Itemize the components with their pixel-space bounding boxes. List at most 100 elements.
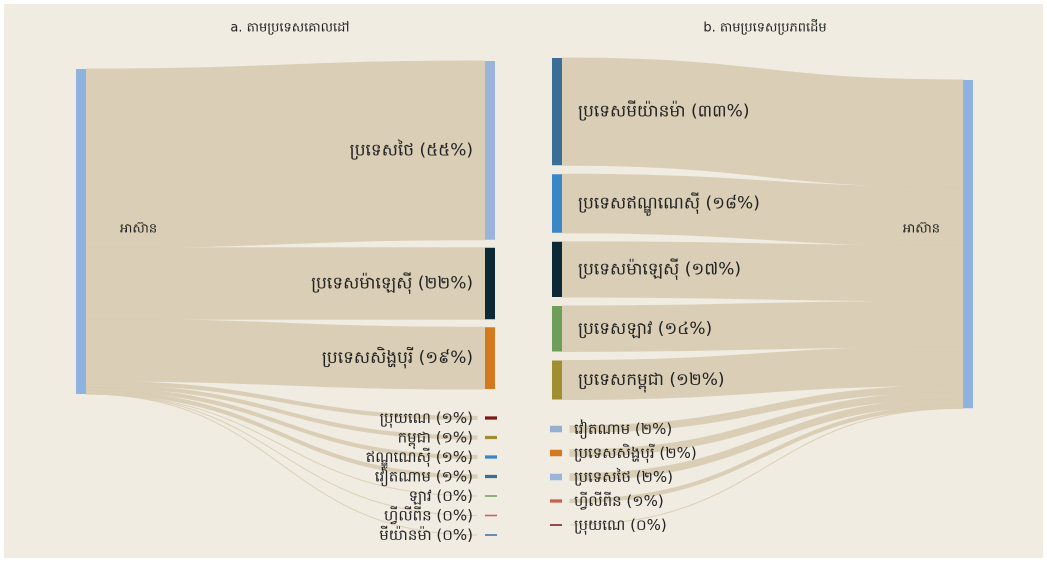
target-marker bbox=[550, 524, 562, 526]
node-label: ឥណ្ឌូណេស៊ី (១%) bbox=[366, 447, 473, 469]
value-label: (២២%) bbox=[418, 274, 473, 294]
target-node bbox=[552, 58, 562, 166]
value-label: (០%) bbox=[436, 487, 473, 505]
value-label: (១៤%) bbox=[658, 319, 712, 339]
target-marker bbox=[485, 534, 497, 536]
node-name: កម្ពុជា bbox=[398, 428, 431, 449]
node-label: ប្រទេសសិង្ហបុរី (២%) bbox=[574, 443, 697, 463]
flow-link bbox=[569, 407, 964, 526]
node-label: ប្រទេសម៉ាឡេស៊ី (២២%) bbox=[311, 272, 473, 295]
target-marker bbox=[550, 425, 562, 433]
target-node bbox=[485, 327, 495, 389]
flow-link bbox=[85, 390, 478, 479]
node-name: ប្រទេសឥណ្ឌូណេស៊ី bbox=[578, 192, 700, 217]
node-label: ប្រុយណេ (១%) bbox=[380, 409, 473, 428]
value-label: (១២%) bbox=[669, 370, 724, 390]
target-node bbox=[552, 360, 562, 400]
node-name: ហ្វីលីពីន bbox=[574, 491, 622, 510]
flow-link bbox=[569, 384, 964, 433]
value-label: (១%) bbox=[436, 467, 473, 485]
flow-link bbox=[85, 393, 478, 497]
target-node bbox=[552, 306, 562, 352]
node-name: ប្រទេសសិង្ហបុរី bbox=[322, 346, 413, 369]
target-node bbox=[552, 241, 562, 297]
target-node bbox=[552, 174, 562, 233]
source-label: អាស៊ាន bbox=[120, 222, 157, 237]
target-marker bbox=[485, 455, 497, 459]
value-label: (១៧%) bbox=[685, 259, 741, 279]
source-node bbox=[76, 69, 86, 394]
node-name: ប្រទេសម៉ាឡេស៊ី bbox=[578, 257, 679, 280]
node-label: ឡាវ (០%) bbox=[409, 487, 473, 505]
links bbox=[561, 57, 964, 526]
value-label: (០%) bbox=[436, 526, 473, 544]
node-label: ប្រទេសឡាវ (១៤%) bbox=[578, 319, 712, 339]
value-label: (៥៥%) bbox=[420, 140, 474, 160]
value-label: (២%) bbox=[636, 468, 673, 486]
node-label: ប្រទេសថៃ (២%) bbox=[574, 467, 673, 486]
flow-link bbox=[85, 393, 478, 516]
chart-title: a. តាមប្រទេសគោលដៅ bbox=[230, 21, 349, 36]
target-node bbox=[485, 247, 495, 320]
value-label: (១៨%) bbox=[706, 194, 760, 214]
node-name: វៀតណាម bbox=[375, 466, 431, 486]
target-marker bbox=[485, 435, 497, 440]
target-marker bbox=[485, 495, 497, 497]
node-label: មីយ៉ានម៉ា (០%) bbox=[379, 525, 473, 544]
value-label: (១%) bbox=[626, 492, 663, 510]
node-name: ប្រទេសសិង្ហបុរី bbox=[574, 443, 655, 463]
node-label: ប្រទេសសិង្ហបុរី (១៩%) bbox=[322, 346, 473, 369]
value-label: (២%) bbox=[659, 444, 696, 462]
node-label: ប្រទេសម៉ាឡេស៊ី (១៧%) bbox=[578, 257, 741, 280]
flow-link bbox=[85, 380, 478, 421]
value-label: (០%) bbox=[436, 506, 473, 524]
chart-title: b. តាមប្រទេសប្រភពដើម bbox=[703, 19, 826, 36]
node-label: វៀតណាម (២%) bbox=[574, 419, 672, 439]
target-marker bbox=[550, 473, 562, 481]
source-label: អាស៊ាន bbox=[903, 222, 940, 237]
source-node bbox=[963, 80, 973, 409]
value-label: (១%) bbox=[436, 428, 473, 446]
flow-link bbox=[85, 383, 478, 440]
node-name: ប្រុយណេ bbox=[380, 409, 431, 428]
node-label: ហ្វីលីពីន (០%) bbox=[384, 505, 473, 524]
target-marker bbox=[550, 499, 562, 503]
node-label: កម្ពុជា (១%) bbox=[398, 428, 473, 449]
value-label: (១%) bbox=[436, 448, 473, 466]
node-name: វៀតណាម bbox=[574, 419, 630, 439]
flow-link bbox=[569, 391, 964, 457]
flow-link bbox=[569, 397, 964, 481]
target-marker bbox=[485, 416, 497, 420]
node-label: ប្រទេសថៃ (៥៥%) bbox=[350, 138, 473, 160]
node-label: ប្រទេសកម្ពុជា (១២%) bbox=[578, 370, 725, 393]
node-label: ហ្វីលីពីន (១%) bbox=[574, 491, 664, 510]
target-node bbox=[485, 61, 495, 240]
node-name: ហ្វីលីពីន bbox=[384, 505, 432, 524]
value-label: (០%) bbox=[630, 516, 667, 534]
node-name: ប្រុយណេ bbox=[574, 516, 625, 535]
node-label: ប្រទេសមីយ៉ានម៉ា (៣៣%) bbox=[578, 100, 749, 122]
node-name: ឥណ្ឌូណេស៊ី bbox=[366, 447, 431, 469]
node-label: ប្រទេសឥណ្ឌូណេស៊ី (១៨%) bbox=[578, 192, 760, 217]
node-name: ប្រទេសថៃ bbox=[574, 467, 631, 486]
flow-link bbox=[569, 404, 964, 504]
target-marker bbox=[485, 514, 497, 517]
node-name: ប្រទេសម៉ាឡេស៊ី bbox=[311, 272, 412, 295]
node-name: ប្រទេសកម្ពុជា bbox=[578, 370, 664, 393]
node-name: ប្រទេសឡាវ bbox=[578, 319, 652, 339]
value-label: (៣៣%) bbox=[691, 102, 749, 122]
links bbox=[85, 60, 486, 536]
value-label: (២%) bbox=[635, 420, 672, 438]
value-label: (១%) bbox=[436, 409, 473, 427]
node-label: ប្រុយណេ (០%) bbox=[574, 516, 667, 535]
target-marker bbox=[485, 474, 497, 479]
node-name: ឡាវ bbox=[409, 487, 432, 505]
target-marker bbox=[550, 449, 562, 457]
flow-link bbox=[85, 386, 478, 460]
node-name: ប្រទេសថៃ bbox=[350, 138, 414, 160]
value-label: (១៩%) bbox=[419, 348, 473, 368]
node-name: ប្រទេសមីយ៉ានម៉ា bbox=[578, 100, 686, 122]
node-label: វៀតណាម (១%) bbox=[375, 466, 473, 486]
flow-link bbox=[85, 393, 478, 536]
